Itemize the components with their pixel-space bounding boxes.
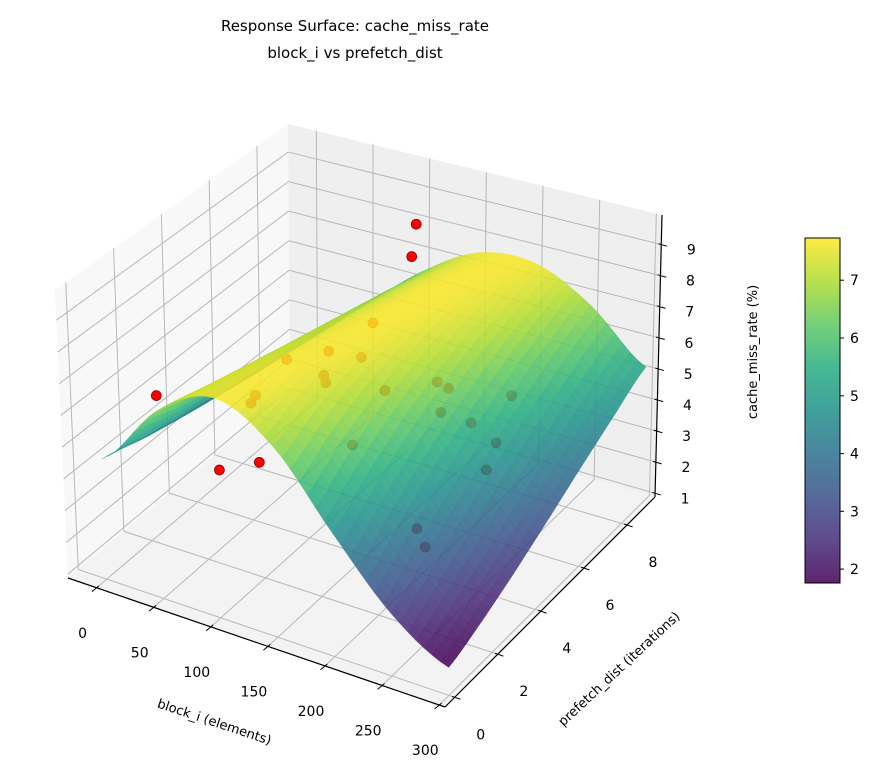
x-tick-label: 200	[298, 704, 325, 720]
back-gridline-x	[648, 213, 657, 496]
y-tick-label: 6	[605, 598, 614, 614]
y-tick-mark	[580, 566, 590, 571]
colorbar-tick-label: 2	[850, 562, 859, 578]
x-tick-mark	[263, 644, 271, 651]
z-tick-label: 5	[684, 367, 693, 383]
y-tick-label: 8	[649, 555, 658, 571]
z-tick-mark	[657, 274, 667, 278]
x-tick-label: 250	[355, 724, 382, 740]
floor-gridline-x	[438, 495, 650, 706]
z-tick-mark	[658, 243, 668, 247]
y-tick-label: 4	[562, 641, 571, 657]
z-tick-label: 3	[682, 429, 691, 445]
z-tick-mark	[656, 305, 666, 309]
left-gridline-z	[63, 299, 290, 480]
y-tick-mark	[494, 652, 504, 657]
x-axis-label: block_i (elements)	[155, 697, 273, 749]
surface-facet	[272, 440, 287, 458]
left-gridline-y	[208, 180, 216, 455]
x-tick-label: 300	[412, 743, 439, 759]
left-gridline-z	[57, 181, 289, 353]
z-tick-label: 6	[685, 336, 694, 352]
axis-lines	[67, 214, 668, 710]
colorbar-tick-label: 5	[850, 389, 859, 405]
left-gridline-z	[60, 240, 290, 416]
z-tick-mark	[654, 398, 664, 403]
z-tick-mark	[652, 460, 662, 465]
chart-title-line-2: block_i vs prefetch_dist	[267, 44, 442, 63]
y-tick-mark	[451, 695, 461, 700]
left-gridline-z	[61, 269, 290, 448]
left-gridline-y	[113, 248, 125, 532]
left-pane	[55, 124, 290, 578]
colorbar: 2 3 4 5 6 7	[804, 237, 859, 584]
floor-gridline-y	[78, 568, 455, 698]
y-axis-line	[444, 496, 656, 708]
scatter-point	[406, 251, 418, 262]
z-tick-mark	[655, 367, 665, 372]
x-tick-mark	[91, 585, 100, 593]
tick-labels: 0 50 100 150 200 250 300 0 2 4 6 8 1 2 3 4 5 6 7 8 9	[78, 243, 696, 760]
y-axis-label: prefetch_dist (iterations)	[556, 609, 684, 729]
y-tick-label: 2	[519, 684, 528, 700]
x-tick-mark	[205, 624, 214, 632]
back-gridline-z	[288, 151, 662, 246]
x-tick-label: 50	[131, 645, 149, 661]
x-tick-mark	[377, 683, 385, 690]
scatter-point	[150, 390, 162, 401]
z-tick-label: 4	[683, 398, 692, 414]
colorbar-gradient	[804, 237, 841, 584]
z-axis-label: cache_miss_rate (%)	[746, 285, 761, 419]
back-gridline-z	[288, 181, 661, 277]
z-tick-mark	[652, 491, 661, 496]
x-tick-mark	[148, 605, 157, 612]
z-axis-line	[654, 214, 663, 498]
colorbar-tick-label: 6	[850, 331, 859, 347]
z-tick-mark	[655, 336, 665, 340]
chart-title-line-1: Response Surface: cache_miss_rate	[221, 17, 489, 36]
y-tick-mark	[623, 523, 633, 528]
z-tick-label: 2	[681, 460, 690, 476]
response-surface	[101, 252, 647, 668]
x-tick-label: 100	[183, 665, 210, 681]
z-tick-label: 9	[687, 243, 696, 259]
left-gridline-z	[56, 151, 289, 321]
z-tick-mark	[653, 429, 663, 434]
x-tick-label: 150	[241, 684, 268, 700]
colorbar-tick-label: 4	[850, 447, 859, 463]
z-tick-label: 1	[681, 491, 690, 507]
x-tick-label: 0	[78, 626, 87, 642]
surface-facet	[440, 655, 454, 668]
left-gridline-y	[160, 214, 170, 494]
scatter-point	[253, 456, 265, 468]
scatter-point	[410, 218, 422, 230]
scatter-point	[214, 464, 225, 476]
z-tick-label: 7	[685, 305, 694, 321]
x-tick-mark	[320, 663, 328, 671]
z-tick-label: 8	[686, 274, 695, 290]
left-gridline-z	[58, 210, 289, 385]
colorbar-tick-label: 3	[850, 504, 859, 520]
x-tick-mark	[434, 702, 442, 710]
y-tick-label: 0	[476, 727, 485, 743]
left-gridline-y	[65, 282, 79, 570]
colorbar-tick-label: 7	[850, 273, 859, 289]
y-tick-mark	[537, 609, 547, 614]
